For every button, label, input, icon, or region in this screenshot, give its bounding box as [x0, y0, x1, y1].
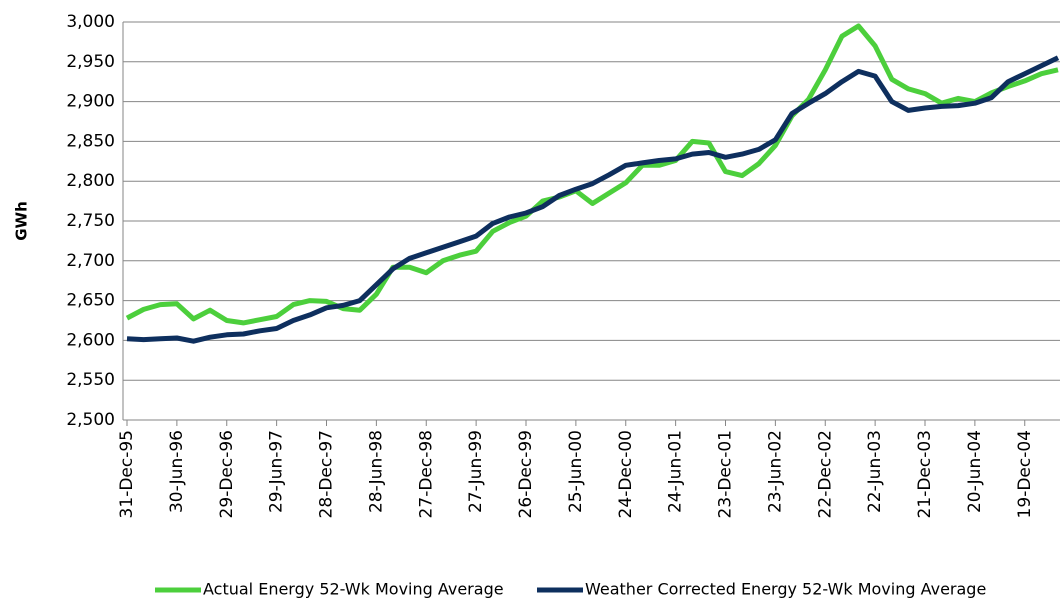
- series-line: [126, 55, 1060, 344]
- y-tick-label: 2,950: [66, 52, 115, 72]
- x-tick-label: 29-Dec-96: [217, 430, 237, 518]
- y-tick-label: 2,600: [66, 330, 115, 350]
- y-tick-label: 2,700: [66, 251, 115, 271]
- x-tick-label: 22-Dec-02: [815, 430, 835, 518]
- x-tick-label: 20-Jun-04: [965, 430, 985, 513]
- y-axis-label: GWh: [13, 201, 31, 241]
- series-line: [125, 23, 1059, 326]
- x-tick-label: 23-Dec-01: [716, 430, 736, 518]
- x-tick-label: 21-Dec-03: [915, 430, 935, 518]
- y-tick-label: 2,850: [66, 131, 115, 151]
- x-tick-label: 24-Dec-00: [616, 430, 636, 518]
- y-tick-label: 2,550: [66, 370, 115, 390]
- y-tick-label: 2,650: [66, 291, 115, 311]
- x-tick-label: 30-Jun-96: [167, 430, 187, 513]
- x-tick-label: 27-Dec-98: [416, 430, 436, 518]
- legend-label: Weather Corrected Energy 52-Wk Moving Av…: [585, 580, 986, 599]
- x-tick-label: 26-Dec-99: [516, 430, 536, 518]
- y-tick-label: 2,500: [66, 410, 115, 430]
- x-tick-label: 29-Jun-97: [267, 430, 287, 513]
- x-tick-label: 19-Dec-04: [1015, 430, 1035, 518]
- x-tick-label: 22-Jun-03: [865, 430, 885, 513]
- y-tick-label: 2,750: [66, 211, 115, 231]
- x-tick-label: 23-Jun-02: [765, 430, 785, 513]
- x-tick-label: 25-Jun-00: [566, 430, 586, 513]
- x-tick-label: 27-Jun-99: [466, 430, 486, 513]
- x-tick-label: 28-Jun-98: [366, 430, 386, 513]
- x-tick-label: 31-Dec-95: [117, 430, 137, 518]
- y-tick-label: 2,900: [66, 92, 115, 112]
- legend-label: Actual Energy 52-Wk Moving Average: [203, 580, 504, 599]
- x-tick-label: 28-Dec-97: [317, 430, 337, 518]
- y-tick-label: 2,800: [66, 171, 115, 191]
- y-tick-label: 3,000: [66, 12, 115, 32]
- x-tick-label: 24-Jun-01: [666, 430, 686, 513]
